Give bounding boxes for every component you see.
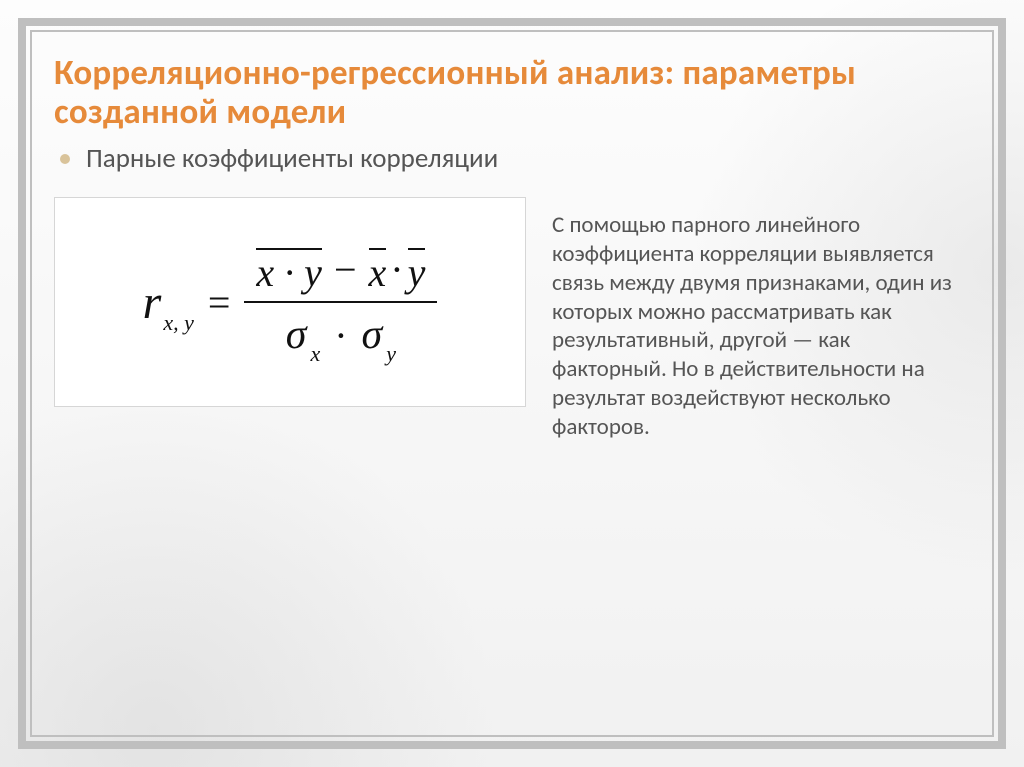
description-paragraph: С помощью парного линейного коэффициента… [552, 189, 952, 441]
fraction-bar-icon [244, 301, 437, 303]
minus-sign: − [326, 246, 365, 293]
sigma-x-sub: x [310, 341, 320, 367]
bullet-icon [60, 154, 70, 164]
dot-sign: · [324, 312, 357, 359]
numerator: x · y − x · y [244, 246, 437, 293]
overline-xy: x · y [256, 248, 322, 293]
fraction: x · y − x · y [244, 246, 437, 359]
formula-box: r x, y = x · y − [54, 197, 526, 407]
slide-subtitle: Парные коэффициенты корреляции [86, 142, 498, 175]
lhs-symbol: r [143, 275, 162, 330]
slide-frame: Корреляционно-регрессионный анализ: пара… [0, 0, 1024, 767]
sigma-x: σ [286, 311, 307, 359]
denominator: σ x · σ y [274, 311, 408, 359]
formula: r x, y = x · y − [143, 246, 438, 359]
overline-y: y [408, 248, 426, 293]
mean-y: y [408, 253, 426, 293]
lhs-subscript: x, y [163, 310, 194, 336]
dot-sign: · [390, 246, 403, 293]
slide-title: Корреляционно-регрессионный анализ: пара… [54, 54, 970, 132]
mean-xy: x · y [256, 253, 322, 293]
formula-lhs: r x, y [143, 275, 194, 330]
sigma-y: σ [362, 311, 383, 359]
equals-sign: = [208, 279, 231, 326]
outer-border: Корреляционно-регрессионный анализ: пара… [18, 18, 1006, 749]
subtitle-row: Парные коэффициенты корреляции [54, 142, 970, 175]
mean-x: x [369, 253, 387, 293]
inner-border: Корреляционно-регрессионный анализ: пара… [30, 30, 994, 737]
sigma-y-sub: y [386, 341, 396, 367]
content-row: r x, y = x · y − [54, 189, 970, 441]
overline-x: x [369, 248, 387, 293]
